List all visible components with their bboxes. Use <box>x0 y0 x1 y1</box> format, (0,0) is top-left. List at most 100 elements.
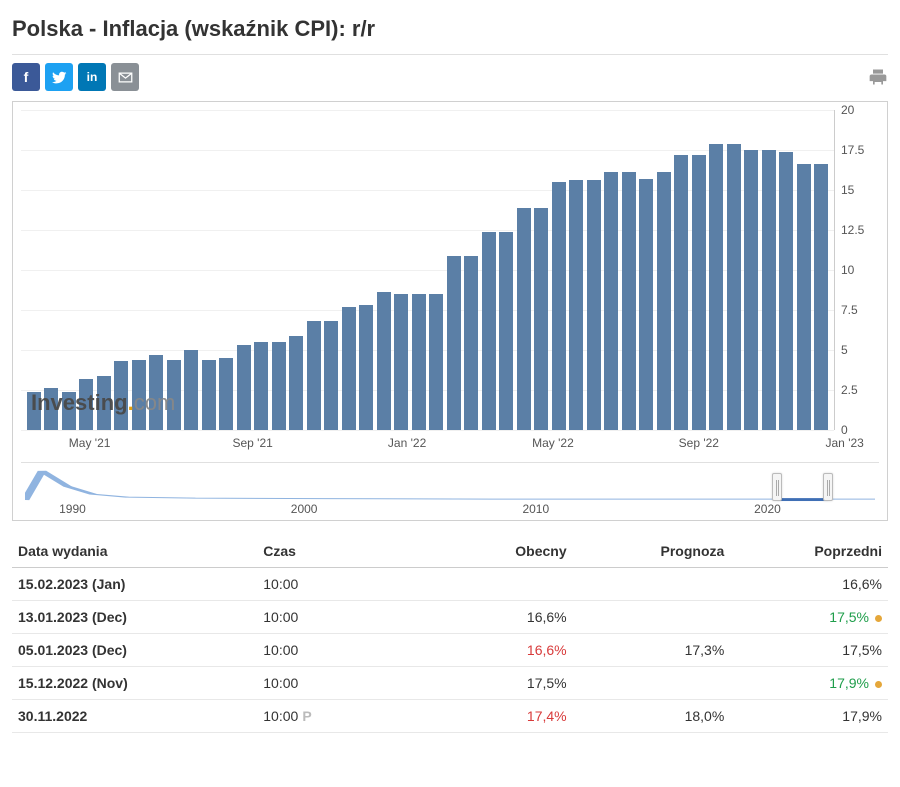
bar[interactable] <box>762 150 776 430</box>
bar[interactable] <box>814 164 828 430</box>
bar[interactable] <box>254 342 268 430</box>
bar-slot <box>428 110 446 430</box>
cell-previous: 16,6% <box>730 568 888 601</box>
cell-actual: 17,4% <box>415 700 573 733</box>
bar[interactable] <box>79 379 93 430</box>
col-time[interactable]: Czas <box>257 535 415 568</box>
bar[interactable] <box>569 180 583 430</box>
bar[interactable] <box>394 294 408 430</box>
bar-slot <box>113 110 131 430</box>
bar[interactable] <box>44 388 58 430</box>
bar[interactable] <box>482 232 496 430</box>
bar[interactable] <box>219 358 233 430</box>
chart-plot-area[interactable]: Investing.com 02.557.51012.51517.520 <box>21 110 879 430</box>
bar-slot <box>270 110 288 430</box>
chart-x-axis: May '21Sep '21Jan '22May '22Sep '22Jan '… <box>21 430 879 458</box>
bar-slot <box>410 110 428 430</box>
bar[interactable] <box>674 155 688 430</box>
share-email-button[interactable] <box>111 63 139 91</box>
bar[interactable] <box>639 179 653 430</box>
bar[interactable] <box>97 376 111 430</box>
bar-slot <box>743 110 761 430</box>
col-actual[interactable]: Obecny <box>415 535 573 568</box>
cell-actual: 16,6% <box>415 601 573 634</box>
bar[interactable] <box>622 172 636 430</box>
cell-time: 10:00P <box>257 700 415 733</box>
navigator-handle-left[interactable] <box>772 473 782 501</box>
bar[interactable] <box>534 208 548 430</box>
bar[interactable] <box>167 360 181 430</box>
bar[interactable] <box>552 182 566 430</box>
chart-navigator[interactable]: 1990200020102020 <box>21 462 879 520</box>
table-row[interactable]: 30.11.202210:00P17,4%18,0%17,9% <box>12 700 888 733</box>
bar[interactable] <box>62 392 76 430</box>
bar[interactable] <box>797 164 811 430</box>
bar[interactable] <box>289 336 303 430</box>
print-icon <box>868 67 888 87</box>
bar[interactable] <box>692 155 706 430</box>
col-date[interactable]: Data wydania <box>12 535 257 568</box>
table-row[interactable]: 15.02.2023 (Jan)10:0016,6% <box>12 568 888 601</box>
bar[interactable] <box>657 172 671 430</box>
bar-slot <box>95 110 113 430</box>
bar-slot <box>305 110 323 430</box>
chart-container: Investing.com 02.557.51012.51517.520 May… <box>12 101 888 521</box>
share-twitter-button[interactable] <box>45 63 73 91</box>
bar[interactable] <box>464 256 478 430</box>
x-tick: Sep '22 <box>679 436 719 450</box>
cell-date: 05.01.2023 (Dec) <box>12 634 257 667</box>
col-previous[interactable]: Poprzedni <box>730 535 888 568</box>
col-forecast[interactable]: Prognoza <box>573 535 731 568</box>
cell-date: 30.11.2022 <box>12 700 257 733</box>
cell-previous: 17,9% <box>730 667 888 700</box>
bar[interactable] <box>727 144 741 430</box>
bar[interactable] <box>377 292 391 430</box>
table-row[interactable]: 05.01.2023 (Dec)10:0016,6%17,3%17,5% <box>12 634 888 667</box>
bar[interactable] <box>744 150 758 430</box>
bar[interactable] <box>202 360 216 430</box>
bar[interactable] <box>499 232 513 430</box>
bar-slot <box>445 110 463 430</box>
bar[interactable] <box>342 307 356 430</box>
table-row[interactable]: 13.01.2023 (Dec)10:0016,6%17,5% <box>12 601 888 634</box>
y-tick: 10 <box>835 263 879 277</box>
bar[interactable] <box>307 321 321 430</box>
cell-time: 10:00 <box>257 667 415 700</box>
bar[interactable] <box>359 305 373 430</box>
preliminary-icon: P <box>302 708 311 724</box>
bar[interactable] <box>604 172 618 430</box>
table-header-row: Data wydania Czas Obecny Prognoza Poprze… <box>12 535 888 568</box>
share-linkedin-button[interactable]: in <box>78 63 106 91</box>
bar[interactable] <box>237 345 251 430</box>
bar[interactable] <box>517 208 531 430</box>
share-facebook-button[interactable]: f <box>12 63 40 91</box>
bar[interactable] <box>132 360 146 430</box>
cell-date: 15.02.2023 (Jan) <box>12 568 257 601</box>
bar-slot <box>638 110 656 430</box>
print-button[interactable] <box>868 67 888 87</box>
bar[interactable] <box>447 256 461 430</box>
bar-slot <box>585 110 603 430</box>
bar[interactable] <box>114 361 128 430</box>
y-tick: 5 <box>835 343 879 357</box>
bar[interactable] <box>429 294 443 430</box>
bar-slot <box>533 110 551 430</box>
bar-slot <box>165 110 183 430</box>
bar[interactable] <box>272 342 286 430</box>
bar-slot <box>60 110 78 430</box>
bar[interactable] <box>324 321 338 430</box>
bar-slot <box>480 110 498 430</box>
bar[interactable] <box>779 152 793 430</box>
bar[interactable] <box>149 355 163 430</box>
bar-slot <box>813 110 831 430</box>
bar[interactable] <box>709 144 723 430</box>
bar-slot <box>463 110 481 430</box>
bar[interactable] <box>412 294 426 430</box>
bar[interactable] <box>27 392 41 430</box>
x-tick: Sep '21 <box>232 436 272 450</box>
bar[interactable] <box>184 350 198 430</box>
y-tick: 17.5 <box>835 143 879 157</box>
bar[interactable] <box>587 180 601 430</box>
navigator-handle-right[interactable] <box>823 473 833 501</box>
table-row[interactable]: 15.12.2022 (Nov)10:0017,5%17,9% <box>12 667 888 700</box>
